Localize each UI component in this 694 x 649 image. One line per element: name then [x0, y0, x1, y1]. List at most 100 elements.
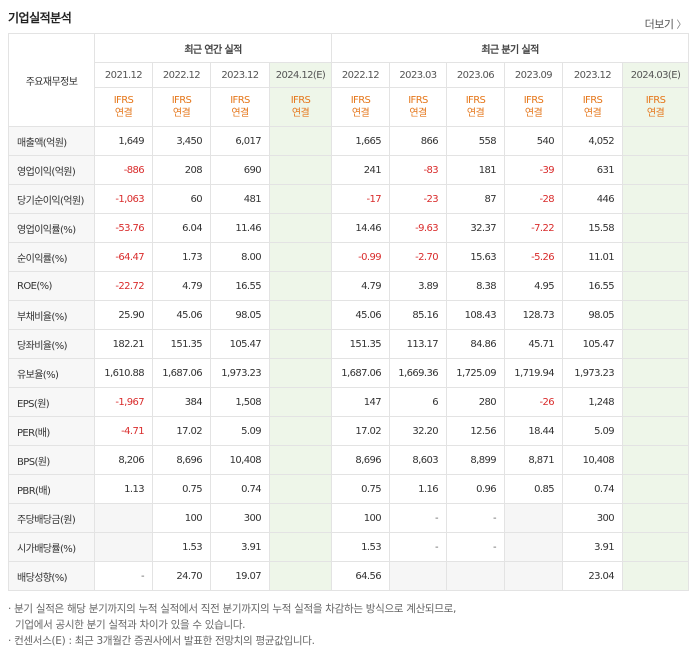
table-cell [621, 126, 690, 156]
table-cell [621, 503, 690, 533]
table-cell [621, 416, 690, 446]
period-header: 2024.03(E) [621, 62, 690, 88]
ifrs-bottom-text: 연결 [409, 108, 427, 119]
table-row: 부채비율(%) 25.90 45.06 98.05 45.06 85.16 108.43 12… [8, 300, 690, 330]
table-cell [269, 271, 332, 301]
table-cell: 3.89 [389, 271, 447, 301]
table-cell: 1.53 [331, 532, 390, 562]
table-cell: 8,696 [331, 445, 390, 475]
table-cell [269, 416, 332, 446]
table-cell: 8,206 [94, 445, 153, 475]
period-header: 2023.09 [504, 62, 563, 88]
section-title: 기업실적분석 [8, 11, 72, 25]
table-cell: -2.70 [389, 242, 447, 272]
table-cell [269, 387, 332, 417]
table-cell: 4.95 [504, 271, 563, 301]
table-cell: 17.02 [331, 416, 390, 446]
table-cell: -17 [331, 184, 390, 214]
table-cell: 0.74 [210, 474, 270, 504]
table-row: 시가배당률(%) 1.53 3.91 1.53- -3.91 [8, 532, 690, 562]
table-cell: 1.13 [94, 474, 153, 504]
table-cell: 3,450 [152, 126, 211, 156]
table-cell [621, 445, 690, 475]
table-cell: 0.96 [446, 474, 505, 504]
table-cell: 19.07 [210, 561, 270, 591]
row-label: 유보율(%) [8, 358, 95, 388]
note-line-2: 기업에서 공시한 분기 실적과 차이가 있을 수 있습니다. [15, 619, 246, 631]
table-row: 배당성향(%) -24.70 19.07 64.56 23.04 [8, 561, 690, 591]
table-cell: 1,669.36 [389, 358, 447, 388]
ifrs-top-text: IFRS [523, 95, 544, 106]
table-cell: 384 [152, 387, 211, 417]
table-cell: 17.02 [152, 416, 211, 446]
table-cell: 6.04 [152, 213, 211, 243]
table-cell: 105.47 [210, 329, 270, 359]
table-cell: 85.16 [389, 300, 447, 330]
table-row: 영업이익(억원) -886 208 690 241 -83 181 -39 631 [8, 155, 690, 185]
table-cell: 1,610.88 [94, 358, 153, 388]
table-cell: -1,967 [94, 387, 153, 417]
chevron-right-icon: 〉 [676, 20, 687, 31]
ifrs-top-text: IFRS [408, 95, 428, 106]
table-cell: 1,665 [331, 126, 390, 156]
ifrs-top-text: IFRS [113, 95, 134, 106]
table-cell: 98.05 [562, 300, 623, 330]
row-label: 영업이익(억원) [8, 155, 95, 185]
period-header: 2024.12(E) [269, 62, 332, 88]
table-cell: 1,687.06 [152, 358, 211, 388]
period-row: 2021.12 2022.12 2023.12 2024.12(E) 2022.12 20… [9, 62, 690, 88]
table-cell: 8,603 [389, 445, 447, 475]
ifrs-bottom-text: 연결 [646, 108, 665, 119]
table-cell: 540 [504, 126, 563, 156]
table-cell: 16.55 [562, 271, 623, 301]
table-cell [269, 329, 332, 359]
table-cell: 87 [446, 184, 505, 214]
ifrs-bottom-text: 연결 [524, 108, 543, 119]
table-row: EPS(원) -1,967 384 1,508 147 6 280 -26 1,248 [8, 387, 690, 417]
table-cell: 1,508 [210, 387, 270, 417]
ifrs-bottom-text: 연결 [466, 108, 485, 119]
table-cell [389, 561, 447, 591]
table-cell: 16.55 [210, 271, 270, 301]
table-cell: 300 [562, 503, 623, 533]
ifrs-label: IFRS 연결 [562, 87, 623, 127]
table-cell: -886 [94, 155, 153, 185]
table-cell: 15.58 [562, 213, 623, 243]
table-cell: 241 [331, 155, 390, 185]
ifrs-bottom-text: 연결 [291, 108, 310, 119]
table-cell [504, 561, 563, 591]
table-cell: -53.76 [94, 213, 153, 243]
more-link[interactable]: 더보기 〉 [645, 16, 687, 32]
table-cell: - [94, 561, 153, 591]
ifrs-top-text: IFRS [290, 95, 311, 106]
table-cell [269, 213, 332, 243]
period-header: 2022.12 [331, 62, 390, 88]
table-cell [621, 329, 690, 359]
table-cell: 1.73 [152, 242, 211, 272]
table-cell: 690 [210, 155, 270, 185]
table-cell [269, 155, 332, 185]
table-cell: -5.26 [504, 242, 563, 272]
table-cell: 32.37 [446, 213, 505, 243]
table-cell [269, 532, 332, 562]
table-cell: -64.47 [94, 242, 153, 272]
row-label: 순이익률(%) [8, 242, 95, 272]
ifrs-bottom-text: 연결 [231, 108, 249, 119]
table-cell: 0.74 [562, 474, 623, 504]
note-line-3: · 컨센서스(E) : 최근 3개월간 증권사에서 발표한 전망치의 평균값입니… [8, 635, 315, 647]
row-label: 당좌비율(%) [8, 329, 95, 359]
row-label: 당기순이익(억원) [8, 184, 95, 214]
ifrs-top-text: IFRS [645, 95, 666, 106]
table-cell: 208 [152, 155, 211, 185]
table-cell: - [446, 532, 505, 562]
table-cell [269, 503, 332, 533]
table-cell [269, 242, 332, 272]
row-label: PER(배) [8, 416, 95, 446]
table-cell: 866 [389, 126, 447, 156]
table-cell [621, 213, 690, 243]
table-cell: 100 [152, 503, 211, 533]
table-cell: 5.09 [562, 416, 623, 446]
row-label: PBR(배) [8, 474, 95, 504]
row-label: 부채비율(%) [8, 300, 95, 330]
row-label: 배당성향(%) [8, 561, 95, 591]
